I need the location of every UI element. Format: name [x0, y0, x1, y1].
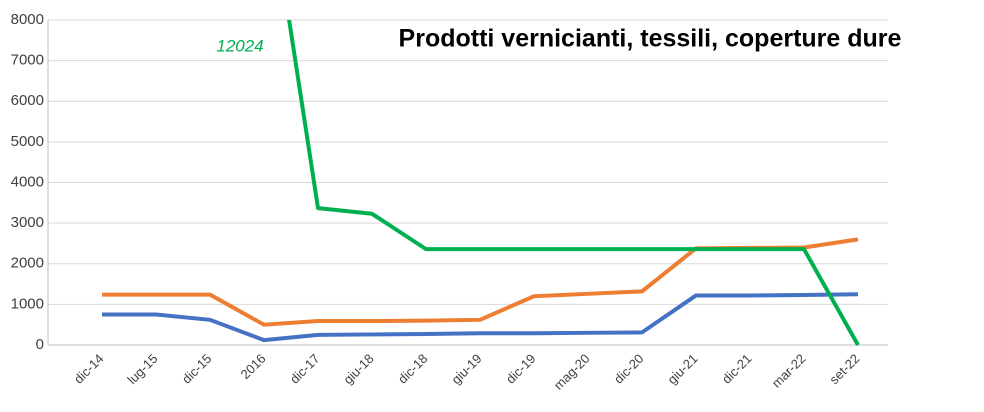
x-tick-label: dic-15 — [179, 351, 215, 387]
value-annotation: 12024 — [216, 36, 263, 55]
y-tick-label: 3000 — [11, 214, 44, 231]
x-tick-label: mar-22 — [769, 351, 809, 391]
x-tick-label: giu-18 — [340, 351, 376, 387]
y-tick-label: 4000 — [11, 173, 44, 190]
x-tick-label: mag-20 — [551, 351, 593, 393]
y-tick-label: 2000 — [11, 255, 44, 272]
x-tick-label: dic-20 — [611, 351, 647, 387]
x-tick-label: dic-21 — [719, 351, 755, 387]
series-line — [102, 292, 859, 343]
y-tick-label: 8000 — [11, 11, 44, 28]
y-tick-label: 7000 — [11, 52, 44, 69]
plot-area — [102, 20, 860, 346]
series-line — [287, 20, 860, 346]
y-tick-label: 1000 — [11, 295, 44, 312]
x-tick-label: set-22 — [826, 351, 862, 387]
x-tick-label: 2016 — [237, 351, 268, 382]
x-tick-label: giu-19 — [448, 351, 484, 387]
series-line — [102, 237, 859, 327]
x-tick-label: giu-21 — [664, 351, 700, 387]
x-tick-label: dic-17 — [287, 351, 323, 387]
x-tick-label: dic-18 — [395, 351, 431, 387]
x-tick-label: lug-15 — [124, 351, 160, 387]
chart-title: Prodotti vernicianti, tessili, coperture… — [399, 25, 902, 53]
y-tick-label: 6000 — [11, 92, 44, 109]
x-tick-label: dic-14 — [71, 351, 107, 387]
x-tick-label: dic-19 — [503, 351, 539, 387]
y-tick-label: 0 — [36, 336, 44, 353]
y-tick-label: 5000 — [11, 133, 44, 150]
